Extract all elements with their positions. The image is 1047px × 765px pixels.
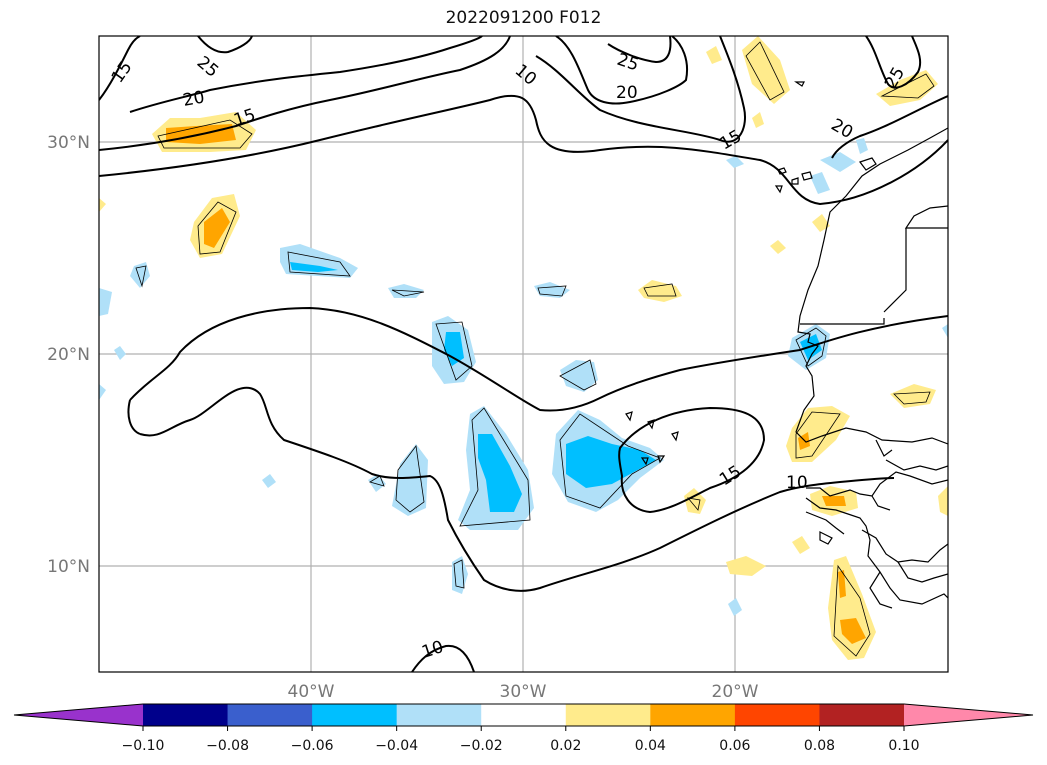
shade-patch xyxy=(838,570,846,598)
colorbar-tick-label: −0.10 xyxy=(122,738,165,754)
shade-patch xyxy=(368,474,386,492)
shade-patch xyxy=(752,112,764,128)
shade-patch xyxy=(820,152,856,172)
contour-label: 20 xyxy=(181,87,206,110)
contour-label: 20 xyxy=(616,83,638,103)
lat-label-30n: 30°N xyxy=(47,133,90,153)
colorbar-tick-label: 0.08 xyxy=(804,738,835,754)
shade-patch xyxy=(560,360,598,392)
shade-patch xyxy=(726,156,744,168)
shade-patch xyxy=(822,496,846,506)
shade-patch xyxy=(942,324,948,338)
colorbar-tick-label: −0.06 xyxy=(291,738,334,754)
colorbar-swatch xyxy=(819,704,905,726)
lon-label-20w: 20°W xyxy=(712,682,759,702)
shade-patch xyxy=(392,444,428,516)
colorbar-tick-label: 0.06 xyxy=(719,738,750,754)
shade-patch xyxy=(706,46,722,64)
contour-lines xyxy=(99,36,948,672)
colorbar-tick-label: 0.02 xyxy=(550,738,581,754)
shade-patch xyxy=(726,556,766,576)
shade-patch xyxy=(130,262,150,288)
colorbar-tick-label: −0.08 xyxy=(206,738,249,754)
shade-patch xyxy=(444,332,464,366)
colorbar-swatch xyxy=(396,704,482,726)
latitude-labels: 30°N 20°N 10°N xyxy=(47,133,90,577)
colorbar-swatch xyxy=(227,704,313,726)
colorbar-swatch xyxy=(312,704,398,726)
shade-patch xyxy=(566,436,656,488)
shade-patch xyxy=(812,214,830,232)
colorbar-swatch xyxy=(143,704,229,726)
shade-patch xyxy=(742,36,790,104)
colorbar-tick-label: 0.04 xyxy=(635,738,666,754)
shade-patch xyxy=(938,486,948,516)
colorbar-tick-label: −0.02 xyxy=(460,738,503,754)
shade-patch xyxy=(114,346,126,360)
shade-patch xyxy=(204,208,230,248)
shade-patch xyxy=(728,598,742,616)
shade-patch xyxy=(478,434,522,512)
colorbar: −0.10 −0.08 −0.06 −0.04 −0.02 0.02 0.04 0.06 0.0… xyxy=(13,703,1034,754)
shade-patch xyxy=(856,138,868,154)
contour-label: 10 xyxy=(786,473,808,493)
shade-patch xyxy=(876,70,938,106)
shade-patch xyxy=(99,384,106,400)
shade-patch xyxy=(810,172,830,194)
coastlines xyxy=(625,81,948,609)
shade-patch xyxy=(684,488,706,514)
colorbar-tick-label: −0.04 xyxy=(375,738,418,754)
map-frame xyxy=(98,35,949,673)
shade-patch xyxy=(99,288,112,316)
colorbar-extend-max xyxy=(904,704,1033,726)
map-title: 2022091200 F012 xyxy=(445,8,602,28)
shade-patch xyxy=(99,198,106,212)
shade-patch xyxy=(792,536,810,554)
shade-patch xyxy=(840,618,866,644)
shade-patch xyxy=(290,262,338,272)
colorbar-swatch xyxy=(565,704,651,726)
lat-label-10n: 10°N xyxy=(47,557,90,577)
colorbar-swatch xyxy=(650,704,736,726)
colorbar-swatch xyxy=(734,704,820,726)
shade-patch xyxy=(262,474,276,488)
colorbar-tick-label: 0.10 xyxy=(888,738,919,754)
lat-label-20n: 20°N xyxy=(47,345,90,365)
longitude-labels: 40°W 30°W 20°W xyxy=(288,682,759,702)
lon-label-40w: 40°W xyxy=(288,682,335,702)
lon-label-30w: 30°W xyxy=(500,682,547,702)
colorbar-swatch xyxy=(481,704,567,726)
shade-patch xyxy=(770,240,786,254)
colorbar-extend-min xyxy=(14,704,143,726)
positive-anomaly-patches xyxy=(99,36,948,660)
patch-outlines xyxy=(135,41,935,657)
shade-patch xyxy=(638,280,682,302)
